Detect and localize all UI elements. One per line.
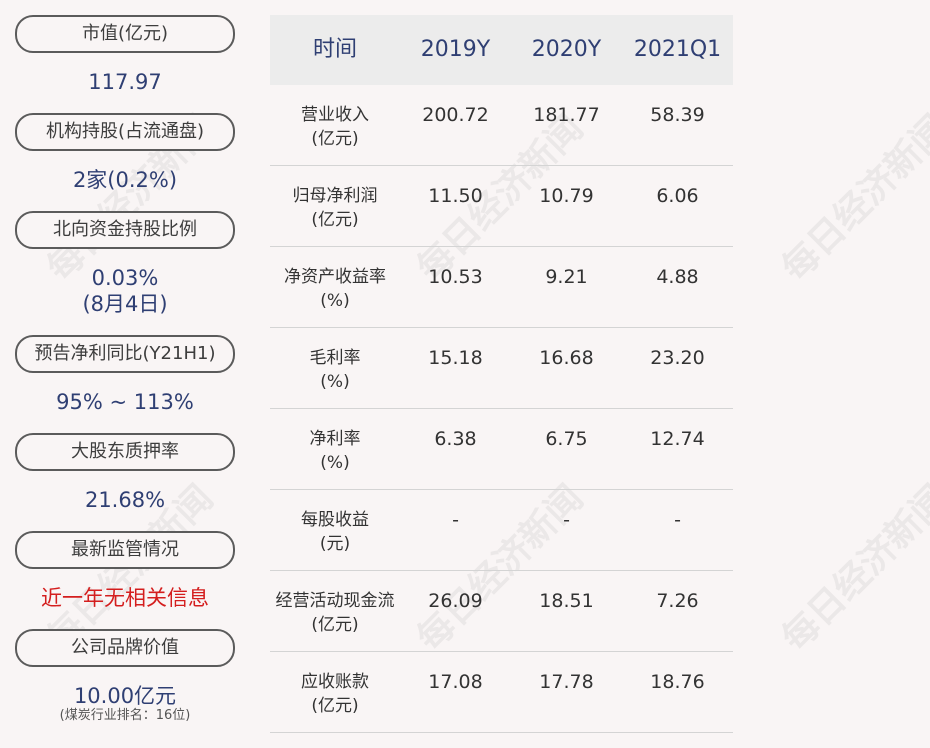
table-row: 毛利率 (%) 15.18 16.68 23.20: [270, 328, 733, 409]
header-2019y: 2019Y: [420, 37, 491, 62]
pledge-ratio-label: 大股东质押率: [15, 433, 235, 471]
header-2020y: 2020Y: [531, 37, 602, 62]
watermark: 每日经济新闻: [774, 107, 930, 290]
row-label: 经营活动现金流 (亿元): [270, 589, 400, 637]
row-label-text: 净资产收益率: [284, 267, 386, 287]
row-label: 归母净利润 (亿元): [270, 184, 400, 232]
row-label-text: 净利率: [309, 429, 361, 449]
row-label-text: 营业收入: [301, 105, 369, 125]
table-cell: 7.26: [656, 590, 699, 612]
table-cell: 6.75: [545, 428, 588, 450]
row-label: 每股收益 (元): [270, 508, 400, 556]
row-label-text: 每股收益: [301, 510, 369, 530]
northbound-holding-label: 北向资金持股比例: [15, 211, 235, 249]
regulatory-status-value: 近一年无相关信息: [41, 586, 209, 610]
row-unit: (亿元): [311, 129, 359, 149]
table-cell: 16.68: [539, 347, 594, 369]
table-cell: 18.76: [650, 671, 705, 693]
row-label: 净利率 (%): [270, 427, 400, 475]
table-cell: 58.39: [650, 104, 705, 126]
northbound-holding-date: (8月4日): [82, 292, 168, 316]
table-cell: 200.72: [422, 104, 489, 126]
table-cell: -: [674, 509, 681, 531]
market-cap-label: 市值(亿元): [15, 15, 235, 53]
row-label-text: 归母净利润: [292, 186, 378, 206]
table-cell: 15.18: [428, 347, 483, 369]
table-row: 经营活动现金流 (亿元) 26.09 18.51 7.26: [270, 571, 733, 652]
table-row: 应收账款 (亿元) 17.08 17.78 18.76: [270, 652, 733, 733]
header-2021q1: 2021Q1: [633, 37, 722, 62]
table-row: 营业收入 (亿元) 200.72 181.77 58.39: [270, 85, 733, 166]
row-label-text: 毛利率: [309, 348, 361, 368]
profit-forecast-label: 预告净利同比(Y21H1): [15, 335, 235, 373]
institutional-holding-label: 机构持股(占流通盘): [15, 113, 235, 151]
table-row: 净利率 (%) 6.38 6.75 12.74: [270, 409, 733, 490]
brand-value-amount: 10.00亿元: [73, 684, 177, 708]
table-cell: 10.53: [428, 266, 483, 288]
table-cell: 12.74: [650, 428, 705, 450]
table-cell: -: [563, 509, 570, 531]
table-cell: 10.79: [539, 185, 594, 207]
row-label-text: 应收账款: [301, 672, 369, 692]
profit-forecast-value: 95% ~ 113%: [56, 390, 194, 414]
pledge-ratio-value: 21.68%: [84, 488, 166, 512]
table-cell: 6.38: [434, 428, 477, 450]
table-header: 时间 2019Y 2020Y 2021Q1: [270, 15, 733, 85]
watermark: 每日经济新闻: [774, 477, 930, 660]
row-unit: (%): [320, 372, 350, 392]
row-unit: (%): [320, 453, 350, 473]
market-cap-value: 117.97: [88, 70, 162, 94]
row-unit: (%): [320, 291, 350, 311]
institutional-holding-value: 2家(0.2%): [72, 168, 178, 192]
table-cell: 23.20: [650, 347, 705, 369]
regulatory-status-label: 最新监管情况: [15, 531, 235, 569]
row-unit: (亿元): [311, 210, 359, 230]
row-label-text: 经营活动现金流: [275, 591, 395, 611]
northbound-holding-value: 0.03%: [91, 266, 159, 290]
brand-value-value: 10.00亿元 (煤炭行业排名：16位): [15, 683, 235, 723]
row-unit: (亿元): [311, 615, 359, 635]
row-label: 净资产收益率 (%): [270, 265, 400, 313]
row-unit: (元): [319, 534, 351, 554]
table-cell: 26.09: [428, 590, 483, 612]
table-cell: 18.51: [539, 590, 594, 612]
row-unit: (亿元): [311, 696, 359, 716]
table-cell: 11.50: [428, 185, 483, 207]
table-cell: -: [452, 509, 459, 531]
table-cell: 181.77: [533, 104, 600, 126]
row-label: 应收账款 (亿元): [270, 670, 400, 718]
brand-value-label: 公司品牌价值: [15, 629, 235, 667]
header-period: 时间: [312, 37, 357, 62]
brand-value-rank: (煤炭行业排名：16位): [59, 708, 191, 723]
table-cell: 9.21: [545, 266, 588, 288]
table-row: 净资产收益率 (%) 10.53 9.21 4.88: [270, 247, 733, 328]
financial-table: 时间 2019Y 2020Y 2021Q1 营业收入 (亿元) 200.72 18…: [270, 15, 733, 733]
table-cell: 6.06: [656, 185, 699, 207]
table-cell: 4.88: [656, 266, 699, 288]
table-row: 归母净利润 (亿元) 11.50 10.79 6.06: [270, 166, 733, 247]
row-label: 营业收入 (亿元): [270, 103, 400, 151]
row-label: 毛利率 (%): [270, 346, 400, 394]
table-cell: 17.08: [428, 671, 483, 693]
table-row: 每股收益 (元) - - -: [270, 490, 733, 571]
table-cell: 17.78: [539, 671, 594, 693]
